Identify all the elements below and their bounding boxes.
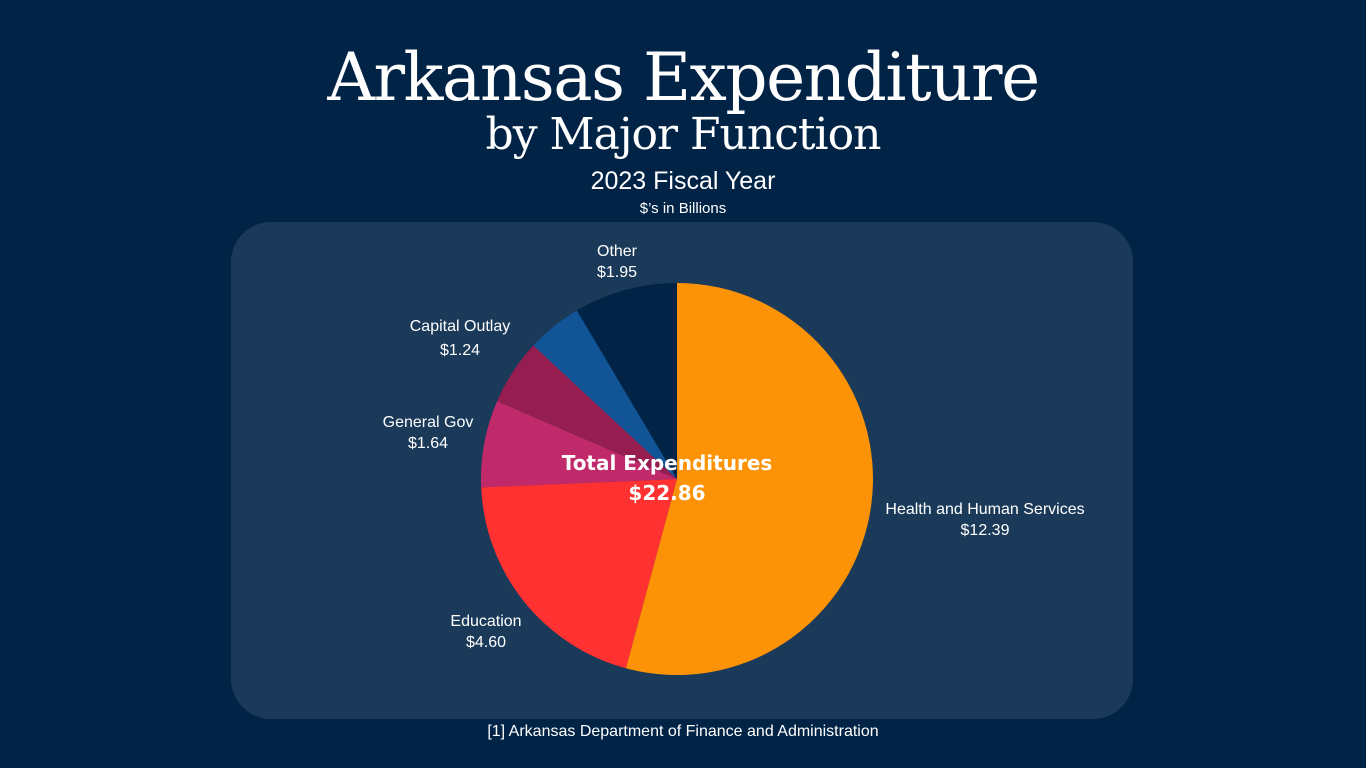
slice-value: $1.95 bbox=[596, 264, 638, 281]
center-total: Total Expenditures $22.86 bbox=[562, 448, 773, 508]
label-general-gov: General Gov $1.64 bbox=[383, 412, 474, 454]
label-capital-outlay: Capital Outlay $1.24 bbox=[410, 315, 511, 363]
slice-value: $4.60 bbox=[465, 634, 507, 651]
slice-value: $1.64 bbox=[407, 435, 449, 452]
source-note: [1] Arkansas Department of Finance and A… bbox=[487, 723, 879, 740]
chart-title-line2: by Major Function bbox=[485, 109, 882, 160]
chart-subtitle: 2023 Fiscal Year bbox=[590, 167, 776, 195]
chart-title: Arkansas Expenditure bbox=[327, 39, 1040, 116]
pie-slice-education bbox=[481, 479, 677, 669]
slice-name: Education bbox=[450, 613, 522, 630]
label-health-and-human-services: Health and Human Services $12.39 bbox=[885, 499, 1084, 541]
slice-name: General Gov bbox=[382, 414, 474, 431]
units-note: $’s in Billions bbox=[639, 200, 727, 217]
slice-value: $12.39 bbox=[960, 522, 1010, 539]
slice-name: Other bbox=[596, 243, 638, 260]
slice-name: Health and Human Services bbox=[885, 501, 1085, 518]
label-other: Other $1.95 bbox=[597, 241, 637, 283]
pie-slice-capital-outlay bbox=[497, 345, 677, 479]
center-total-label: Total Expenditures bbox=[561, 451, 773, 475]
pie-slice-unlabeled-4 bbox=[533, 310, 677, 479]
pie-slice-general-gov bbox=[481, 401, 677, 488]
label-education: Education $4.60 bbox=[450, 611, 521, 653]
pie-slice-health-and-human-services bbox=[625, 283, 873, 675]
slice-value: $1.24 bbox=[439, 342, 481, 359]
slice-name: Capital Outlay bbox=[409, 318, 511, 335]
pie-slice-other bbox=[576, 282, 677, 479]
center-total-value: $22.86 bbox=[628, 481, 706, 505]
